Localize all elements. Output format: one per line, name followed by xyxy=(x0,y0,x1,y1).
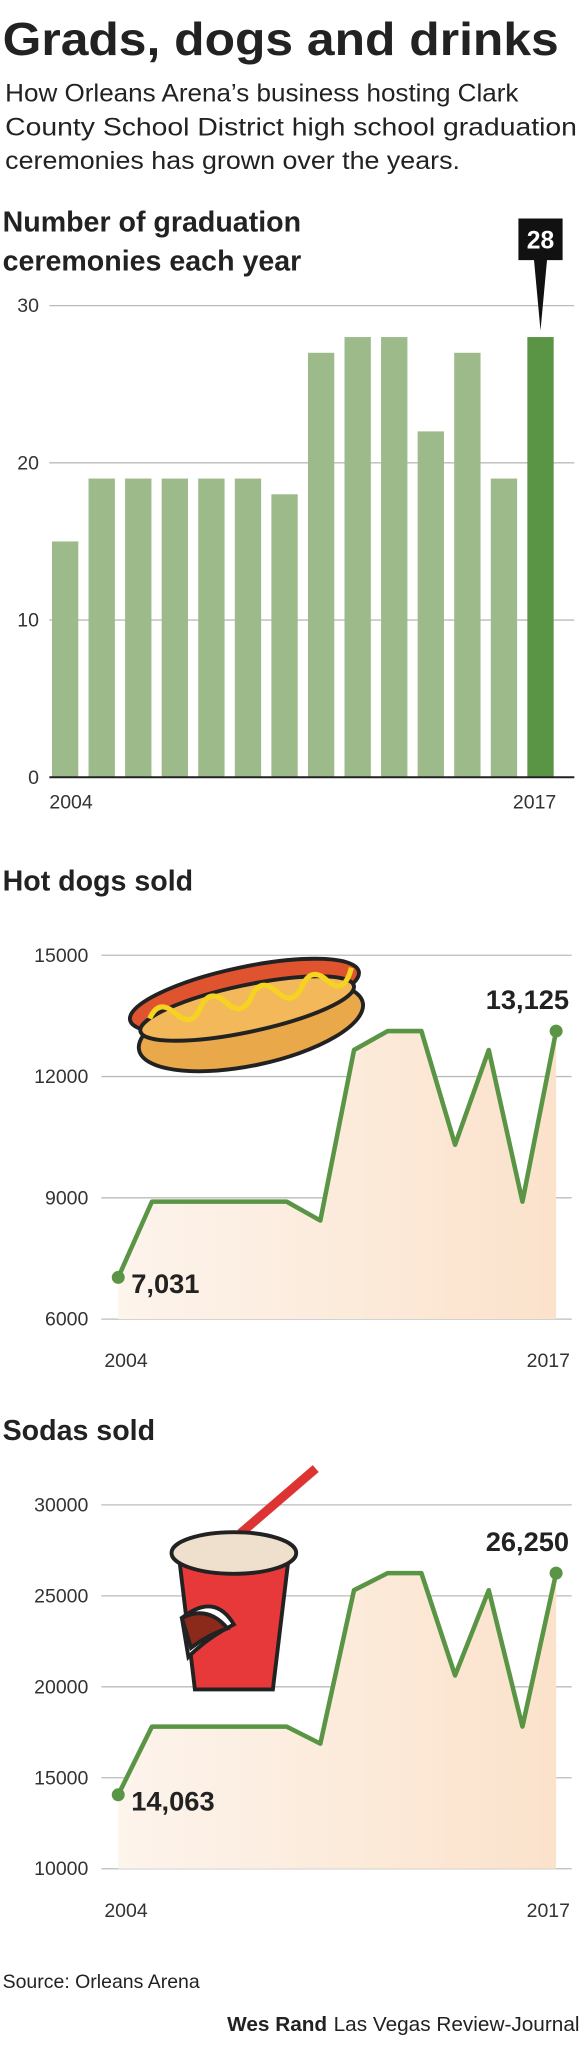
area xyxy=(118,1573,557,1869)
subtitle-line: How Orleans Arena’s business hosting Cla… xyxy=(5,81,519,108)
bar xyxy=(454,352,481,778)
y-tick-label: 10 xyxy=(17,610,39,632)
y-tick-label: 30 xyxy=(17,295,39,317)
bar xyxy=(271,494,298,778)
bar xyxy=(198,478,225,778)
y-tick-label: 20000 xyxy=(34,1676,88,1698)
chart-title: Number of graduation xyxy=(3,207,301,239)
value-label: 7,031 xyxy=(131,1268,199,1299)
callout xyxy=(518,218,563,331)
bar xyxy=(527,337,554,778)
title: Grads, dogs and drinks xyxy=(3,13,559,65)
hot-dog-illustration xyxy=(127,956,366,1074)
x-tick-label: 2017 xyxy=(513,791,556,813)
y-tick-label: 20 xyxy=(17,452,39,474)
y-tick-label: 0 xyxy=(28,767,39,789)
chart-title: ceremonies each year xyxy=(3,246,302,278)
y-tick-label: 9000 xyxy=(45,1187,89,1209)
y-tick-label: 30000 xyxy=(34,1494,88,1516)
y-tick-label: 15000 xyxy=(34,945,88,967)
bar xyxy=(307,352,335,778)
area xyxy=(118,1031,557,1320)
credit-name: Wes Rand xyxy=(227,2013,327,2036)
y-tick-label: 6000 xyxy=(45,1309,89,1331)
y-tick-label: 10000 xyxy=(34,1858,88,1880)
chart-title: Sodas sold xyxy=(3,1415,155,1447)
x-tick-label: 2004 xyxy=(49,791,93,813)
line xyxy=(116,1570,559,1796)
value-label: 14,063 xyxy=(131,1785,214,1816)
soda-illustration xyxy=(169,1465,319,1692)
bar xyxy=(381,337,408,778)
bar xyxy=(417,431,444,778)
point xyxy=(111,1788,125,1802)
subtitle-line: ceremonies has grown over the years. xyxy=(5,148,460,175)
bar xyxy=(161,478,189,778)
bar xyxy=(51,541,79,778)
x-tick-label: 2004 xyxy=(104,1350,148,1372)
x-tick-label: 2004 xyxy=(104,1900,148,1922)
bar xyxy=(234,478,262,778)
chart-title: Hot dogs sold xyxy=(3,865,194,897)
y-tick-label: 25000 xyxy=(34,1585,88,1607)
bar xyxy=(490,478,518,778)
point xyxy=(111,1270,125,1284)
x-tick-label: 2017 xyxy=(527,1900,570,1922)
y-tick-label: 12000 xyxy=(34,1066,88,1088)
value-label: 13,125 xyxy=(486,984,569,1015)
value-label: 26,250 xyxy=(486,1526,569,1557)
point xyxy=(549,1024,563,1038)
y-tick-label: 15000 xyxy=(34,1767,88,1789)
credit: Wes Rand Las Vegas Review-Journal xyxy=(227,2013,579,2036)
subtitle-line: County School District high school gradu… xyxy=(5,114,577,141)
bar xyxy=(125,478,152,778)
point xyxy=(549,1566,563,1580)
x-tick-label: 2017 xyxy=(527,1350,570,1372)
bar xyxy=(344,337,371,778)
callout-label: 28 xyxy=(527,227,554,254)
bar xyxy=(88,478,115,778)
source: Source: Orleans Arena xyxy=(3,1971,200,1993)
credit-org: Las Vegas Review-Journal xyxy=(334,2013,580,2036)
line xyxy=(116,1028,559,1279)
